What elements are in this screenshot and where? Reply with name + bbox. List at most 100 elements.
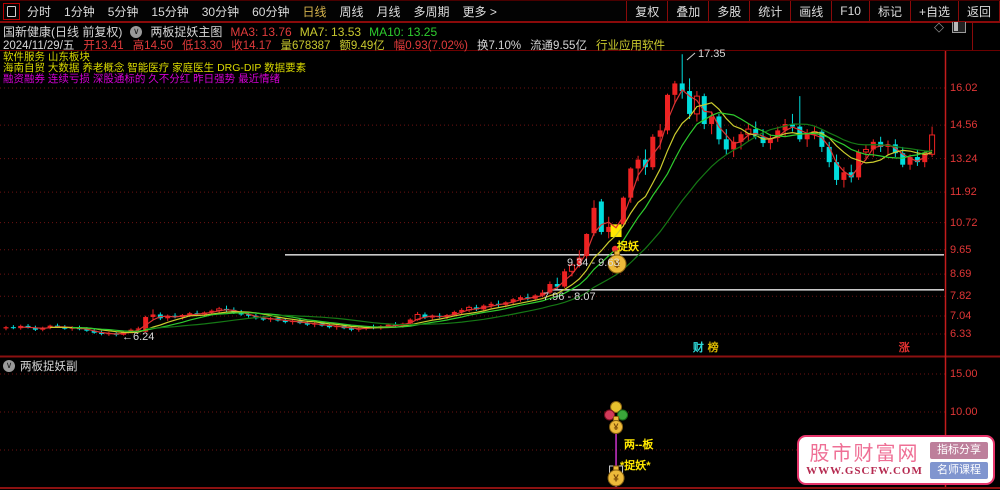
quote-change: 幅0.93(7.02%)	[393, 40, 468, 52]
adjust-rights-button[interactable]: 复权	[626, 1, 667, 21]
peak-leader-line	[686, 52, 696, 61]
add-watchlist-button[interactable]: +自选	[909, 1, 958, 21]
quote-amount: 额9.49亿	[339, 40, 385, 52]
candle-body	[18, 325, 24, 329]
quote-date: 2024/11/29/五	[3, 40, 75, 52]
candle-body	[657, 130, 663, 137]
ma-line-MA3	[20, 88, 933, 335]
diamond-icon[interactable]: ◇	[934, 19, 944, 34]
candle-body	[407, 319, 413, 324]
balloon-gold-icon	[610, 401, 623, 413]
toolbar-right: 复权 叠加 多股 统计 画线 F10 标记 +自选 返回	[626, 1, 1000, 21]
watermark-tag-courses: 名师课程	[930, 461, 988, 479]
watermark-tags: 指标分享 名师课程	[930, 441, 988, 479]
tag-line-2: 海南自贸 大数据 养老概念 智能医疗 家庭医生 DRG-DIP 数据要素	[3, 62, 307, 74]
mark-button[interactable]: 标记	[868, 1, 910, 21]
main-indicator-name[interactable]: 两板捉妖主图	[150, 25, 223, 39]
ma7-value: MA7: 13.53	[299, 24, 362, 39]
concept-tags-block: 软件服务 山东板块 海南自贸 大数据 养老概念 智能医疗 家庭医生 DRG-DI…	[3, 52, 306, 85]
candle-body	[562, 271, 568, 287]
candle-body	[826, 146, 832, 163]
candle-body	[628, 168, 634, 198]
quote-industry[interactable]: 行业应用软件	[595, 40, 665, 52]
signal-label-main: 捉妖	[617, 241, 639, 253]
candle-body-hollow	[929, 134, 936, 155]
candle-body	[135, 328, 141, 330]
candle-body	[47, 325, 53, 328]
zone2-range-label: 7.96 - 8.07	[543, 291, 596, 303]
tab-daily[interactable]: 日线	[302, 4, 327, 19]
window-icon[interactable]	[3, 2, 20, 20]
top-menu-bar: 分时 1分钟 5分钟 15分钟 30分钟 60分钟 日线 周线 月线 多周期 更…	[0, 0, 1000, 22]
quote-open: 开13.41	[83, 40, 124, 52]
y-axis-tick-label: 7.82	[950, 290, 972, 303]
draw-line-button[interactable]: 画线	[790, 1, 831, 21]
candle-body	[848, 172, 854, 178]
candle-body	[488, 303, 494, 306]
statistics-button[interactable]: 统计	[749, 1, 790, 21]
candle-body	[246, 314, 252, 316]
f10-button[interactable]: F10	[831, 1, 869, 21]
watermark-tag-indicator-share: 指标分享	[930, 441, 988, 459]
candle-body	[856, 151, 862, 178]
chevron-down-icon[interactable]: ∨	[130, 25, 143, 38]
candle-body	[187, 313, 193, 315]
ma10-value: MA10: 13.25	[369, 24, 438, 39]
candle-body	[723, 139, 729, 150]
tab-15min[interactable]: 15分钟	[151, 4, 189, 19]
tab-minute-chart[interactable]: 分时	[27, 4, 52, 19]
sub-y-axis-tick-label: 10.00	[950, 406, 978, 418]
candle-body	[348, 328, 354, 330]
candle-body	[789, 124, 795, 127]
candle-body	[642, 159, 648, 168]
chevron-down-icon[interactable]: ∨	[3, 360, 15, 372]
candle-body	[834, 162, 840, 180]
candle-body	[282, 320, 288, 323]
candle-body	[620, 197, 626, 225]
zone1-range-label: 9.34 - 9.63	[567, 257, 620, 269]
chart-title-row: 国新健康(日线 前复权) ∨ 两板捉妖主图 MA3: 13.76 MA7: 13…	[3, 23, 437, 40]
candle-body	[665, 94, 670, 131]
overlay-button[interactable]: 叠加	[667, 1, 708, 21]
y-axis-tick-label: 9.65	[950, 243, 972, 256]
tab-weekly[interactable]: 周线	[339, 4, 364, 19]
peak-price-label: 17.35	[698, 48, 726, 60]
tab-monthly[interactable]: 月线	[376, 4, 401, 19]
y-axis-tick-label: 13.24	[950, 152, 978, 165]
candle-body	[143, 317, 149, 332]
tab-30min[interactable]: 30分钟	[201, 4, 240, 19]
event-marker-榜: 榜	[707, 342, 719, 354]
y-axis-tick-label: 16.02	[950, 82, 978, 94]
candle-body	[540, 292, 546, 296]
event-marker-财: 财	[692, 342, 704, 354]
tab-multi-period[interactable]: 多周期	[413, 4, 450, 19]
candle-body	[775, 130, 781, 139]
sub-indicator-name[interactable]: 两板捉妖副	[20, 361, 78, 373]
money-bag-icon	[607, 254, 627, 274]
tab-60min[interactable]: 60分钟	[252, 4, 290, 19]
signal-label-sub: *捉妖*	[620, 460, 651, 472]
candle-body	[598, 201, 604, 232]
tab-more[interactable]: 更多 >	[462, 4, 497, 19]
y-axis-tick-label: 14.56	[950, 119, 978, 132]
y-axis-tick-label: 10.72	[950, 216, 978, 229]
candle-body	[804, 134, 810, 140]
signal-candle	[610, 224, 622, 238]
low-price-label: ←6.24	[122, 331, 155, 343]
y-axis-tick-label: 6.33	[950, 328, 972, 341]
candle-body	[150, 314, 156, 318]
tab-1min[interactable]: 1分钟	[64, 4, 95, 19]
quote-row: 2024/11/29/五 开13.41 高14.50 低13.30 收14.17…	[3, 37, 665, 53]
multi-stock-button[interactable]: 多股	[708, 1, 749, 21]
candle-body	[709, 116, 715, 125]
candle-body	[701, 96, 707, 125]
quote-float: 流通9.55亿	[530, 40, 587, 52]
candle-body	[304, 323, 310, 325]
candle-body	[914, 157, 920, 163]
back-button[interactable]: 返回	[957, 1, 1000, 21]
money-bag-icon-yuan: ¥	[613, 474, 619, 485]
tab-5min[interactable]: 5分钟	[107, 4, 139, 19]
tag-line-1: 软件服务 山东板块	[3, 51, 90, 63]
